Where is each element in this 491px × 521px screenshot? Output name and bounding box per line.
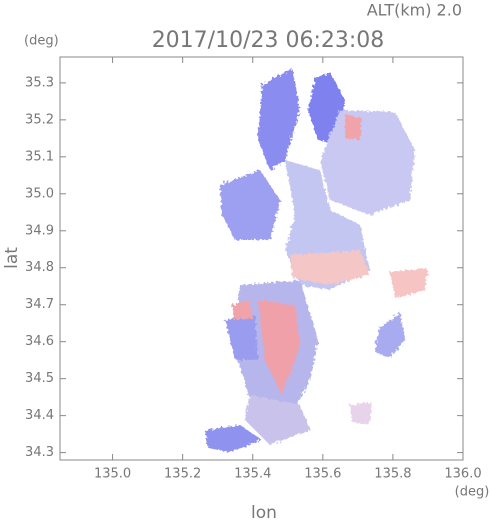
echo-region <box>290 250 370 285</box>
altitude-label: ALT(km) 2.0 <box>367 1 462 20</box>
x-tick-label: 135.8 <box>374 467 411 482</box>
y-tick-label: 34.8 <box>25 260 54 275</box>
y-tick-label: 34.7 <box>25 297 54 312</box>
y-tick-label: 34.5 <box>25 371 54 386</box>
x-tick-label: 135.4 <box>234 467 271 482</box>
x-tick-label: 136.0 <box>444 467 481 482</box>
y-tick-label: 34.3 <box>25 445 54 460</box>
y-axis-label: lat <box>2 247 22 269</box>
y-tick-label: 34.4 <box>25 408 54 423</box>
echo-region <box>258 68 300 170</box>
chart-title: 2017/10/23 06:23:08 <box>152 28 385 53</box>
echo-region <box>225 315 258 360</box>
echo-region <box>205 425 262 452</box>
echo-region <box>345 115 362 140</box>
y-tick-label: 34.9 <box>25 223 54 238</box>
y-tick-label: 34.6 <box>25 334 54 349</box>
x-axis-label: lon <box>251 503 277 521</box>
y-tick-label: 35.1 <box>25 149 54 164</box>
echo-region <box>245 395 310 445</box>
x-unit: (deg) <box>455 485 490 500</box>
echo-field <box>205 68 428 452</box>
echo-region <box>375 312 405 358</box>
x-tick-label: 135.6 <box>304 467 341 482</box>
y-unit: (deg) <box>24 34 59 49</box>
y-tick-label: 35.0 <box>25 186 54 201</box>
x-tick-label: 135.2 <box>164 467 201 482</box>
plot-frame <box>59 56 464 461</box>
axes: 135.0 135.2 135.4 135.6 135.8 136.0 34.3 34.4 34… <box>25 57 482 482</box>
echo-region <box>232 300 252 320</box>
echo-region <box>220 170 280 240</box>
y-tick-label: 35.2 <box>25 112 54 127</box>
echo-region <box>390 268 428 298</box>
echo-region <box>258 300 300 395</box>
echo-region <box>350 402 372 425</box>
y-tick-label: 35.3 <box>25 75 54 90</box>
echo-region <box>320 110 415 215</box>
x-tick-label: 135.0 <box>94 467 131 482</box>
